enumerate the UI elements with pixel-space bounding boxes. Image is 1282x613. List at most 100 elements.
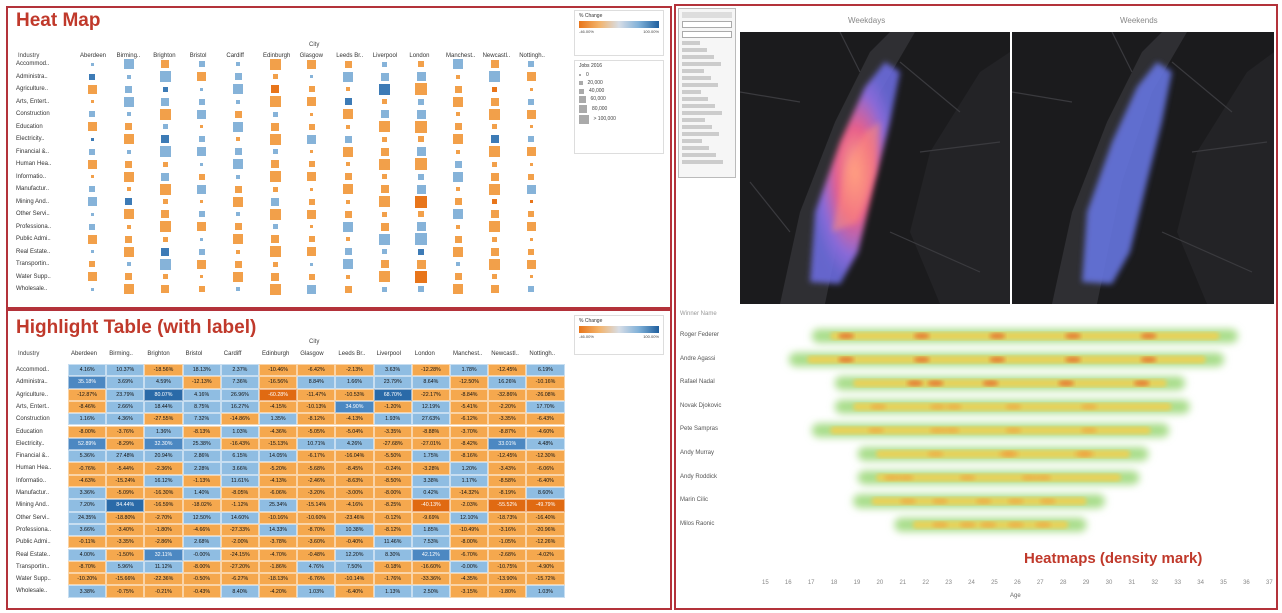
highlight-cell[interactable]: -8.05%	[220, 487, 259, 500]
highlight-cell[interactable]: -4.66%	[182, 523, 221, 537]
heatmap-mark[interactable]	[236, 287, 241, 291]
heatmap-mark[interactable]	[236, 62, 241, 66]
heatmap-mark[interactable]	[526, 259, 536, 269]
heatmap-mark[interactable]	[415, 270, 428, 283]
heatmap-mark[interactable]	[233, 196, 244, 207]
heatmap-mark[interactable]	[269, 96, 281, 107]
highlight-cell[interactable]: 23.79%	[106, 388, 145, 401]
heatmap-mark[interactable]	[308, 123, 315, 130]
highlight-cell[interactable]: 8.30%	[373, 548, 412, 561]
highlight-cell[interactable]: -6.06%	[259, 487, 298, 500]
highlight-cell[interactable]: 1.16%	[68, 413, 107, 426]
heatmap-mark[interactable]	[529, 200, 533, 203]
heatmap-mark[interactable]	[87, 234, 97, 244]
highlight-cell[interactable]: 4.48%	[526, 437, 565, 451]
highlight-cell[interactable]: -0.43%	[182, 585, 221, 598]
highlight-cell[interactable]: -10.16%	[259, 511, 298, 524]
heatmap-mark[interactable]	[269, 283, 281, 295]
heatmap-mark[interactable]	[454, 273, 462, 280]
heatmap-mark[interactable]	[346, 237, 351, 241]
highlight-cell[interactable]: -8.70%	[68, 560, 107, 574]
heatmap-mark[interactable]	[162, 86, 168, 92]
heatmap-mark[interactable]	[198, 211, 205, 217]
highlight-cell[interactable]: -16.43%	[220, 437, 259, 451]
column-header[interactable]: London	[414, 351, 435, 357]
heatmap-mark[interactable]	[271, 85, 279, 93]
highlight-cell[interactable]: 32.30%	[144, 437, 183, 451]
heatmap-mark[interactable]	[344, 135, 352, 143]
filter-option-line[interactable]	[682, 83, 718, 87]
heatmap-mark[interactable]	[159, 108, 171, 120]
weekdays-map[interactable]	[740, 32, 1010, 304]
highlight-cell[interactable]: 1.03%	[220, 425, 259, 438]
heatmap-mark[interactable]	[453, 59, 463, 69]
highlight-cell[interactable]: 14.05%	[259, 450, 298, 463]
highlight-cell[interactable]: -12.87%	[68, 388, 107, 401]
heatmap-mark[interactable]	[490, 247, 499, 256]
highlight-cell[interactable]: -55.52%	[488, 499, 527, 512]
highlight-cell[interactable]: -8.00%	[182, 560, 221, 574]
heatmap-mark[interactable]	[343, 71, 354, 82]
highlight-cell[interactable]: -15.72%	[526, 573, 565, 586]
heatmap-mark[interactable]	[197, 184, 207, 194]
heatmap-mark[interactable]	[272, 111, 278, 117]
highlight-cell[interactable]: 14.33%	[259, 523, 298, 537]
heatmap-mark[interactable]	[344, 285, 352, 293]
highlight-cell[interactable]: -49.79%	[526, 499, 565, 512]
highlight-cell[interactable]: -6.06%	[526, 462, 565, 475]
column-header[interactable]: Liverpool	[376, 351, 401, 357]
column-header[interactable]: Newcastl..	[491, 351, 519, 357]
highlight-cell[interactable]: 14.60%	[220, 511, 259, 524]
column-header[interactable]: Manchest..	[446, 53, 476, 59]
heatmap-mark[interactable]	[416, 259, 426, 269]
highlight-cell[interactable]: -27.33%	[220, 523, 259, 537]
filter-option-line[interactable]	[682, 118, 705, 122]
highlight-cell[interactable]: -3.40%	[106, 523, 145, 537]
highlight-cell[interactable]: -8.84%	[450, 388, 489, 401]
heatmap-mark[interactable]	[307, 97, 317, 106]
highlight-cell[interactable]: 1.40%	[182, 487, 221, 500]
highlight-cell[interactable]: -3.76%	[106, 425, 145, 438]
heatmap-mark[interactable]	[492, 236, 498, 242]
highlight-cell[interactable]: -10.53%	[335, 388, 374, 401]
highlight-cell[interactable]: 18.44%	[144, 400, 183, 414]
heatmap-mark[interactable]	[233, 84, 244, 94]
heatmap-mark[interactable]	[126, 224, 131, 229]
highlight-cell[interactable]: -3.35%	[106, 536, 145, 549]
heatmap-mark[interactable]	[308, 86, 315, 92]
heatmap-mark[interactable]	[197, 259, 207, 269]
highlight-cell[interactable]: 32.11%	[144, 548, 183, 561]
highlight-cell[interactable]: -10.20%	[68, 573, 107, 586]
highlight-cell[interactable]: -12.26%	[526, 536, 565, 549]
highlight-cell[interactable]: 3.36%	[68, 487, 107, 500]
highlight-cell[interactable]: 7.50%	[335, 560, 374, 574]
highlight-cell[interactable]: -8.87%	[488, 425, 527, 438]
heatmap-mark[interactable]	[123, 246, 134, 257]
filter-option-line[interactable]	[682, 48, 707, 52]
heatmap-mark[interactable]	[307, 284, 317, 294]
heatmap-mark[interactable]	[307, 247, 317, 256]
filter-option-line[interactable]	[682, 76, 711, 80]
heatmap-mark[interactable]	[161, 60, 170, 68]
heatmap-mark[interactable]	[161, 247, 170, 256]
highlight-cell[interactable]: 1.03%	[297, 585, 336, 598]
heatmap-mark[interactable]	[271, 122, 279, 131]
highlight-cell[interactable]: 2.66%	[106, 400, 145, 414]
highlight-cell[interactable]: 1.13%	[373, 585, 412, 598]
heatmap-mark[interactable]	[418, 136, 425, 142]
heatmap-mark[interactable]	[272, 224, 278, 229]
heatmap-mark[interactable]	[310, 225, 314, 228]
highlight-cell[interactable]: 5.96%	[106, 560, 145, 574]
heatmap-mark[interactable]	[200, 237, 204, 241]
heatmap-mark[interactable]	[346, 124, 351, 129]
heatmap-mark[interactable]	[492, 161, 498, 167]
heatmap-mark[interactable]	[89, 186, 95, 192]
highlight-cell[interactable]: -0.00%	[450, 560, 489, 574]
heatmap-mark[interactable]	[310, 75, 314, 78]
highlight-cell[interactable]: -40.13%	[411, 499, 450, 512]
heatmap-mark[interactable]	[382, 211, 388, 217]
heatmap-mark[interactable]	[236, 137, 241, 141]
highlight-cell[interactable]: -16.40%	[526, 511, 565, 524]
filter-option-line[interactable]	[682, 139, 702, 143]
highlight-cell[interactable]: 12.10%	[450, 511, 489, 524]
